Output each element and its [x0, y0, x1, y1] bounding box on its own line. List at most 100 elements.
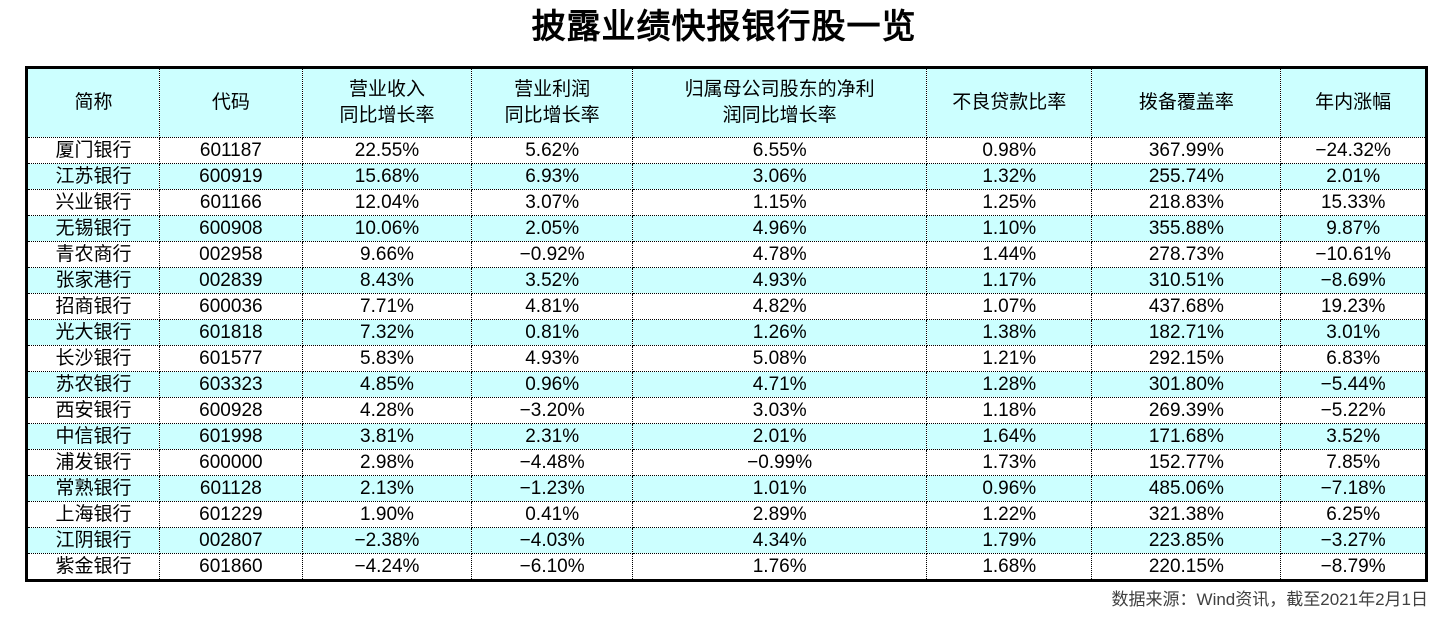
- cell-ytd-change: 15.33%: [1280, 189, 1427, 216]
- cell-revenue-yoy: 15.68%: [301, 163, 473, 190]
- cell-revenue-yoy: 4.28%: [301, 397, 473, 424]
- cell-name: 青农商行: [26, 241, 160, 268]
- cell-ytd-change: −8.69%: [1280, 267, 1427, 294]
- table-row: 浦发银行 600000 2.98% −4.48% −0.99% 1.73% 152.77% 7…: [26, 449, 1427, 476]
- cell-code: 002807: [158, 527, 303, 554]
- table-row: 光大银行 601818 7.32% 0.81% 1.26% 1.38% 182.71% 3.0…: [26, 319, 1427, 346]
- cell-npl-ratio: 1.21%: [926, 345, 1093, 372]
- cell-op-profit-yoy: 3.07%: [471, 189, 634, 216]
- cell-provision-coverage: 355.88%: [1091, 215, 1282, 242]
- cell-provision-coverage: 220.15%: [1091, 553, 1282, 581]
- cell-revenue-yoy: −2.38%: [301, 527, 473, 554]
- cell-code: 601860: [158, 553, 303, 581]
- cell-name: 江阴银行: [26, 527, 160, 554]
- cell-code: 600000: [158, 449, 303, 476]
- cell-npl-ratio: 1.32%: [926, 163, 1093, 190]
- table-header: 简称 代码 营业收入 同比增长率 营业利润 同比增长率 归属母公司股东的净利 润…: [26, 67, 1427, 138]
- cell-code: 601166: [158, 189, 303, 216]
- cell-revenue-yoy: 8.43%: [301, 267, 473, 294]
- table-body: 厦门银行 601187 22.55% 5.62% 6.55% 0.98% 367.99% −2…: [26, 137, 1427, 581]
- cell-op-profit-yoy: 4.93%: [471, 345, 634, 372]
- table-row: 兴业银行 601166 12.04% 3.07% 1.15% 1.25% 218.83% 15…: [26, 189, 1427, 216]
- cell-ytd-change: 6.25%: [1280, 501, 1427, 528]
- cell-npl-ratio: 1.64%: [926, 423, 1093, 450]
- cell-provision-coverage: 255.74%: [1091, 163, 1282, 190]
- column-header-provision-coverage: 拨备覆盖率: [1091, 67, 1282, 138]
- cell-net-profit-yoy: 1.26%: [632, 319, 928, 346]
- cell-op-profit-yoy: −1.23%: [471, 475, 634, 502]
- cell-op-profit-yoy: 3.52%: [471, 267, 634, 294]
- cell-op-profit-yoy: −3.20%: [471, 397, 634, 424]
- cell-ytd-change: −24.32%: [1280, 137, 1427, 164]
- column-header-name: 简称: [26, 67, 160, 138]
- cell-net-profit-yoy: 4.71%: [632, 371, 928, 398]
- cell-op-profit-yoy: 6.93%: [471, 163, 634, 190]
- cell-op-profit-yoy: 0.81%: [471, 319, 634, 346]
- cell-npl-ratio: 1.28%: [926, 371, 1093, 398]
- table-row: 中信银行 601998 3.81% 2.31% 2.01% 1.64% 171.68% 3.5…: [26, 423, 1427, 450]
- cell-provision-coverage: 437.68%: [1091, 293, 1282, 320]
- cell-ytd-change: 9.87%: [1280, 215, 1427, 242]
- cell-net-profit-yoy: 4.78%: [632, 241, 928, 268]
- cell-revenue-yoy: 3.81%: [301, 423, 473, 450]
- cell-npl-ratio: 1.18%: [926, 397, 1093, 424]
- cell-provision-coverage: 278.73%: [1091, 241, 1282, 268]
- cell-npl-ratio: 0.98%: [926, 137, 1093, 164]
- column-header-npl-ratio: 不良贷款比率: [926, 67, 1093, 138]
- cell-code: 600036: [158, 293, 303, 320]
- cell-revenue-yoy: 2.98%: [301, 449, 473, 476]
- cell-net-profit-yoy: 1.15%: [632, 189, 928, 216]
- cell-npl-ratio: 1.44%: [926, 241, 1093, 268]
- cell-ytd-change: 3.01%: [1280, 319, 1427, 346]
- cell-name: 常熟银行: [26, 475, 160, 502]
- cell-name: 长沙银行: [26, 345, 160, 372]
- cell-net-profit-yoy: 4.34%: [632, 527, 928, 554]
- banks-table: 简称 代码 营业收入 同比增长率 营业利润 同比增长率 归属母公司股东的净利 润…: [25, 66, 1428, 582]
- cell-npl-ratio: 1.22%: [926, 501, 1093, 528]
- cell-code: 603323: [158, 371, 303, 398]
- cell-code: 600928: [158, 397, 303, 424]
- cell-net-profit-yoy: 4.96%: [632, 215, 928, 242]
- table-row: 上海银行 601229 1.90% 0.41% 2.89% 1.22% 321.38% 6.2…: [26, 501, 1427, 528]
- column-header-revenue-yoy: 营业收入 同比增长率: [301, 67, 473, 138]
- cell-npl-ratio: 0.96%: [926, 475, 1093, 502]
- cell-code: 601998: [158, 423, 303, 450]
- table-row: 青农商行 002958 9.66% −0.92% 4.78% 1.44% 278.73% −1…: [26, 241, 1427, 268]
- cell-provision-coverage: 218.83%: [1091, 189, 1282, 216]
- cell-net-profit-yoy: 2.89%: [632, 501, 928, 528]
- cell-ytd-change: −10.61%: [1280, 241, 1427, 268]
- cell-code: 601229: [158, 501, 303, 528]
- cell-op-profit-yoy: −0.92%: [471, 241, 634, 268]
- cell-ytd-change: 2.01%: [1280, 163, 1427, 190]
- table-row: 长沙银行 601577 5.83% 4.93% 5.08% 1.21% 292.15% 6.8…: [26, 345, 1427, 372]
- table-row: 招商银行 600036 7.71% 4.81% 4.82% 1.07% 437.68% 19.…: [26, 293, 1427, 320]
- cell-revenue-yoy: −4.24%: [301, 553, 473, 581]
- cell-revenue-yoy: 9.66%: [301, 241, 473, 268]
- cell-provision-coverage: 321.38%: [1091, 501, 1282, 528]
- cell-npl-ratio: 1.68%: [926, 553, 1093, 581]
- cell-op-profit-yoy: 0.41%: [471, 501, 634, 528]
- cell-ytd-change: −7.18%: [1280, 475, 1427, 502]
- table-row: 西安银行 600928 4.28% −3.20% 3.03% 1.18% 269.39% −5…: [26, 397, 1427, 424]
- cell-revenue-yoy: 7.32%: [301, 319, 473, 346]
- cell-ytd-change: −3.27%: [1280, 527, 1427, 554]
- cell-net-profit-yoy: 5.08%: [632, 345, 928, 372]
- cell-revenue-yoy: 12.04%: [301, 189, 473, 216]
- cell-op-profit-yoy: −4.03%: [471, 527, 634, 554]
- cell-net-profit-yoy: 4.93%: [632, 267, 928, 294]
- cell-ytd-change: 7.85%: [1280, 449, 1427, 476]
- cell-npl-ratio: 1.10%: [926, 215, 1093, 242]
- cell-provision-coverage: 367.99%: [1091, 137, 1282, 164]
- cell-op-profit-yoy: 2.05%: [471, 215, 634, 242]
- cell-npl-ratio: 1.73%: [926, 449, 1093, 476]
- cell-op-profit-yoy: −4.48%: [471, 449, 634, 476]
- cell-ytd-change: −8.79%: [1280, 553, 1427, 581]
- data-source-note: 数据来源：Wind资讯，截至2021年2月1日: [1111, 590, 1428, 609]
- table-row: 紫金银行 601860 −4.24% −6.10% 1.76% 1.68% 220.15% −…: [26, 553, 1427, 581]
- table-row: 江阴银行 002807 −2.38% −4.03% 4.34% 1.79% 223.85% −…: [26, 527, 1427, 554]
- cell-code: 600919: [158, 163, 303, 190]
- cell-ytd-change: −5.22%: [1280, 397, 1427, 424]
- cell-ytd-change: 6.83%: [1280, 345, 1427, 372]
- cell-code: 601818: [158, 319, 303, 346]
- cell-name: 江苏银行: [26, 163, 160, 190]
